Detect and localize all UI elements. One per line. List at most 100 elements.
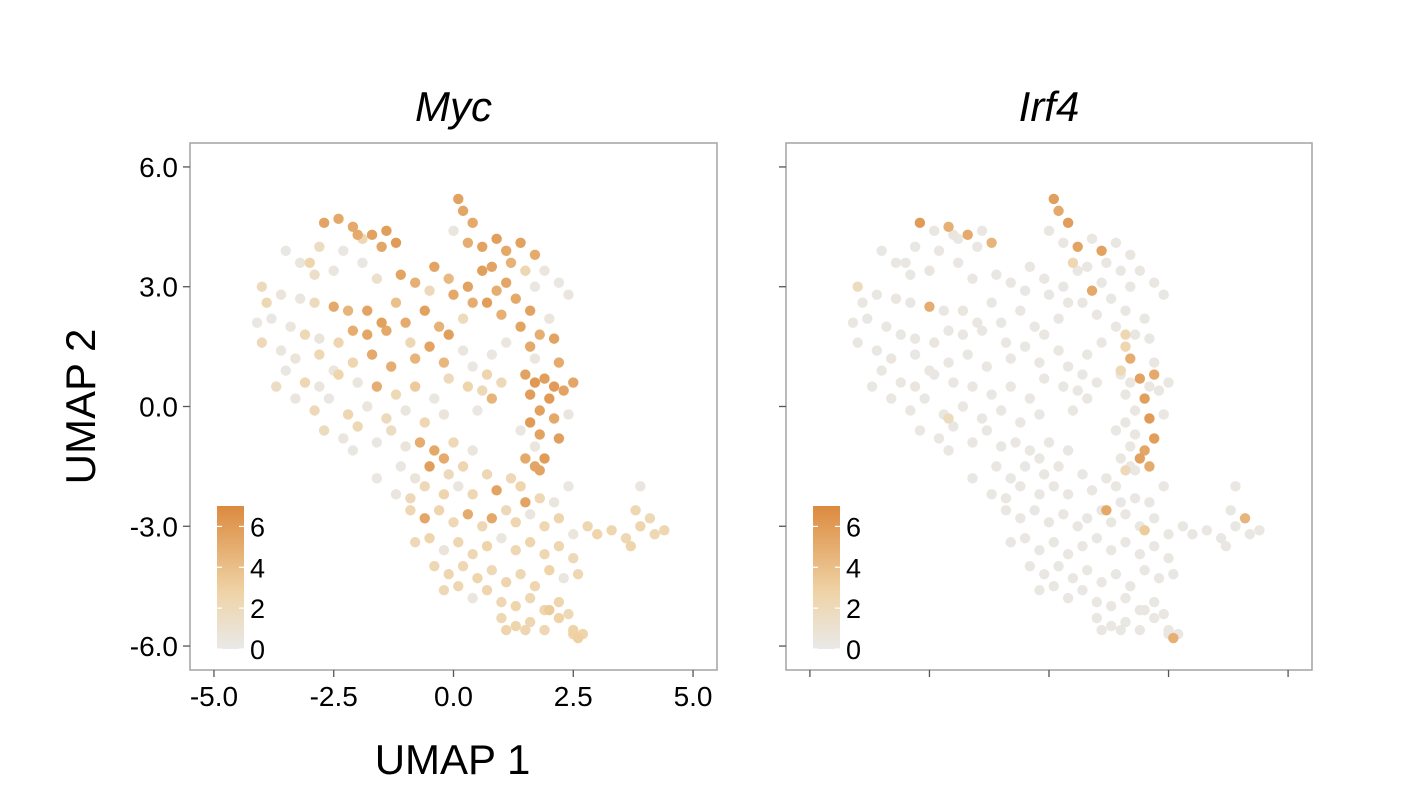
cell-point [309, 269, 320, 280]
cell-point [1110, 321, 1122, 332]
cell-point [890, 257, 902, 268]
cell-point [1168, 568, 1179, 580]
cell-point [501, 505, 512, 516]
cell-point [486, 349, 498, 360]
cell-point [1082, 261, 1093, 272]
cell-point [1168, 632, 1179, 644]
cell-point [929, 337, 940, 348]
cell-point [991, 461, 1002, 472]
cell-point [909, 333, 921, 344]
cell-point [1067, 572, 1079, 584]
cell-point [443, 273, 454, 284]
cell-point [1144, 497, 1155, 508]
cell-point [991, 269, 1002, 280]
cell-point [1149, 612, 1160, 624]
cell-point [1015, 513, 1026, 524]
cell-point [400, 405, 411, 416]
cell-point [539, 265, 550, 276]
cell-point [1077, 297, 1088, 308]
cell-point [347, 445, 359, 456]
cell-point [390, 389, 402, 400]
cell-point [486, 261, 498, 272]
cell-point [1225, 505, 1236, 516]
cell-point [1048, 481, 1059, 492]
cell-point [386, 425, 397, 436]
cell-point [847, 317, 859, 328]
cell-point [952, 257, 964, 268]
cell-point [438, 409, 450, 420]
cell-point [510, 620, 521, 632]
cell-point [1043, 289, 1055, 300]
cell-point [909, 349, 921, 360]
cell-point [1096, 576, 1107, 588]
cell-point [548, 497, 560, 508]
cell-point [1034, 489, 1045, 500]
cell-point [1254, 525, 1265, 536]
cell-point [529, 353, 541, 364]
cell-point [1005, 353, 1016, 364]
cell-point [548, 381, 560, 392]
cell-point [1144, 381, 1155, 392]
cell-point [338, 245, 349, 256]
cell-point [1019, 285, 1031, 296]
cell-point [505, 257, 517, 268]
cell-point [419, 513, 430, 524]
cell-point [1163, 529, 1174, 540]
cell-point [644, 513, 656, 524]
cell-point [1110, 481, 1122, 492]
cell-point [481, 469, 493, 480]
colorbar-legend: 6 4 2 0 [813, 506, 861, 665]
cell-point [510, 545, 521, 556]
cell-point [1177, 521, 1189, 532]
cell-point [957, 305, 969, 316]
cell-point [1125, 281, 1136, 292]
cell-point [1187, 529, 1198, 540]
cell-point [443, 373, 454, 384]
cell-point [381, 325, 392, 336]
cell-point [1000, 493, 1012, 504]
cell-point [1000, 337, 1012, 348]
cell-point [1058, 381, 1069, 392]
cell-point [986, 489, 997, 500]
cell-point [943, 357, 954, 368]
cell-point [1115, 453, 1126, 464]
cell-point [453, 481, 464, 492]
cell-point [544, 564, 555, 576]
cell-point [1134, 624, 1146, 636]
cell-point [553, 433, 565, 444]
cell-point [443, 469, 454, 480]
cell-point [481, 297, 493, 308]
cell-point [558, 385, 569, 396]
cell-point [1105, 600, 1117, 612]
cell-point [943, 445, 954, 456]
cell-point [1005, 537, 1016, 548]
cell-point [563, 409, 574, 420]
cell-point [429, 261, 440, 272]
cell-point [457, 313, 469, 324]
cell-point [1077, 469, 1088, 480]
cell-point [553, 513, 565, 524]
cell-point [357, 257, 368, 268]
cell-point [1043, 517, 1055, 528]
cell-point [871, 289, 883, 300]
cell-point [1086, 233, 1098, 245]
cell-point [371, 381, 383, 392]
cell-point [1120, 341, 1131, 352]
cell-point [1120, 592, 1131, 604]
cell-point [871, 345, 883, 356]
cell-point [1149, 541, 1160, 552]
cell-point [1024, 393, 1036, 404]
cell-point [1096, 337, 1107, 348]
cell-point [1129, 329, 1141, 340]
cell-point [328, 301, 339, 312]
cell-point [957, 329, 969, 340]
cell-point [1125, 353, 1136, 364]
cell-point [1024, 445, 1036, 456]
cell-point [362, 305, 373, 316]
cell-point [1230, 481, 1241, 492]
panel-2: Irf4 6 4 2 0 [779, 83, 1313, 677]
y-tick-label: 0.0 [139, 392, 178, 423]
cell-point [948, 377, 959, 388]
cell-point [486, 513, 498, 524]
cell-point [995, 405, 1007, 416]
